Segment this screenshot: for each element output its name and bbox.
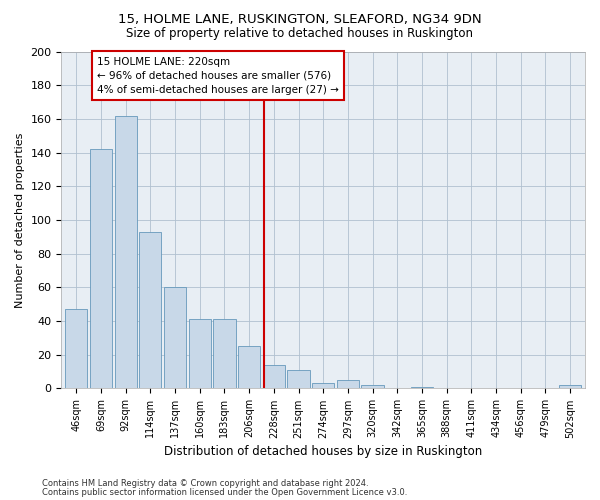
Text: Contains HM Land Registry data © Crown copyright and database right 2024.: Contains HM Land Registry data © Crown c… [42,479,368,488]
Bar [337,380,359,388]
Bar [238,346,260,389]
Bar [411,387,433,388]
Bar [188,320,211,388]
Text: Size of property relative to detached houses in Ruskington: Size of property relative to detached ho… [127,28,473,40]
Bar [361,385,384,388]
Bar [164,288,186,388]
Text: 15, HOLME LANE, RUSKINGTON, SLEAFORD, NG34 9DN: 15, HOLME LANE, RUSKINGTON, SLEAFORD, NG… [118,12,482,26]
Bar [312,384,334,388]
Y-axis label: Number of detached properties: Number of detached properties [15,132,25,308]
Text: 15 HOLME LANE: 220sqm
← 96% of detached houses are smaller (576)
4% of semi-deta: 15 HOLME LANE: 220sqm ← 96% of detached … [97,56,339,94]
Bar [263,365,285,388]
X-axis label: Distribution of detached houses by size in Ruskington: Distribution of detached houses by size … [164,444,482,458]
Bar [139,232,161,388]
Text: Contains public sector information licensed under the Open Government Licence v3: Contains public sector information licen… [42,488,407,497]
Bar [213,320,236,388]
Bar [65,310,88,388]
Bar [115,116,137,388]
Bar [559,385,581,388]
Bar [90,149,112,388]
Bar [287,370,310,388]
